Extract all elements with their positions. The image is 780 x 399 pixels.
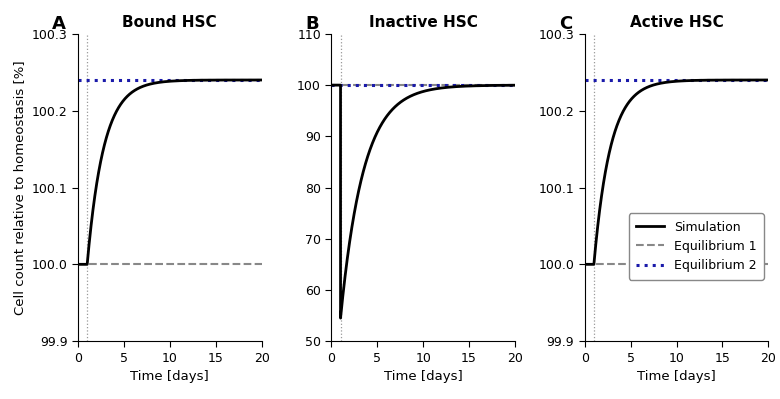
Title: Inactive HSC: Inactive HSC bbox=[369, 15, 477, 30]
X-axis label: Time [days]: Time [days] bbox=[384, 370, 463, 383]
Text: B: B bbox=[306, 16, 319, 34]
Title: Active HSC: Active HSC bbox=[629, 15, 723, 30]
Text: A: A bbox=[52, 16, 66, 34]
Legend: Simulation, Equilibrium 1, Equilibrium 2: Simulation, Equilibrium 1, Equilibrium 2 bbox=[629, 213, 764, 280]
X-axis label: Time [days]: Time [days] bbox=[637, 370, 716, 383]
Y-axis label: Cell count relative to homeostasis [%]: Cell count relative to homeostasis [%] bbox=[13, 60, 27, 315]
X-axis label: Time [days]: Time [days] bbox=[130, 370, 209, 383]
Text: C: C bbox=[559, 16, 573, 34]
Title: Bound HSC: Bound HSC bbox=[122, 15, 217, 30]
